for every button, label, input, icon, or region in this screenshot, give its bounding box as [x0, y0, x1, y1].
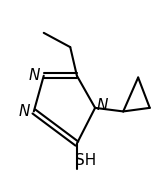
Text: N: N	[18, 104, 30, 119]
Text: N: N	[97, 98, 108, 113]
Text: SH: SH	[74, 153, 96, 168]
Text: N: N	[28, 68, 40, 83]
